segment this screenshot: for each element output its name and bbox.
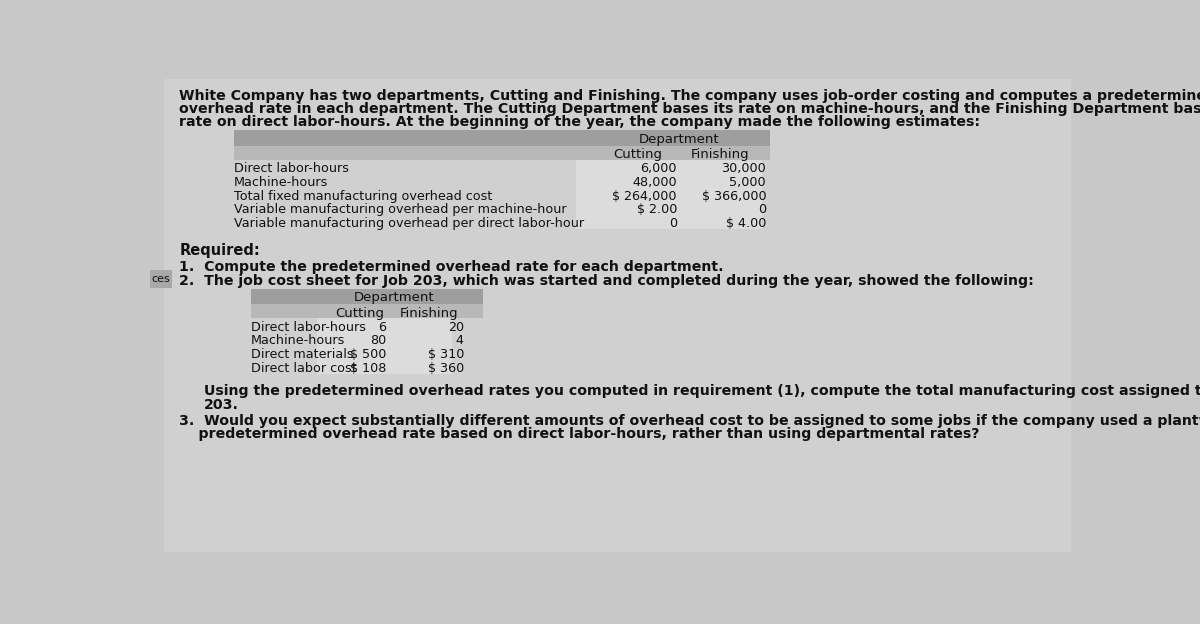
Text: $ 360: $ 360 [427,362,464,375]
Text: 4: 4 [456,334,464,348]
Text: Required:: Required: [180,243,260,258]
Text: Variable manufacturing overhead per machine-hour: Variable manufacturing overhead per mach… [234,203,566,217]
Text: 2.  The job cost sheet for Job 203, which was started and completed during the y: 2. The job cost sheet for Job 203, which… [180,273,1034,288]
Text: Finishing: Finishing [400,306,458,319]
Text: 6: 6 [378,321,386,333]
Text: Finishing: Finishing [690,148,749,161]
Bar [251,289,484,305]
Text: $ 366,000: $ 366,000 [702,190,766,203]
Text: Direct labor-hours: Direct labor-hours [234,162,349,175]
Text: Total fixed manufacturing overhead cost: Total fixed manufacturing overhead cost [234,190,492,203]
Text: Variable manufacturing overhead per direct labor-hour: Variable manufacturing overhead per dire… [234,217,584,230]
Text: ces: ces [151,273,170,283]
Text: 3.  Would you expect substantially different amounts of overhead cost to be assi: 3. Would you expect substantially differ… [180,414,1200,427]
Text: 5,000: 5,000 [730,176,766,188]
Text: $ 108: $ 108 [350,362,386,375]
Text: Using the predetermined overhead rates you computed in requirement (1), compute : Using the predetermined overhead rates y… [204,384,1200,398]
Text: 20: 20 [448,321,464,333]
Text: Direct labor-hours: Direct labor-hours [251,321,366,333]
Bar [576,187,762,201]
Text: 80: 80 [370,334,386,348]
Text: 6,000: 6,000 [641,162,677,175]
Text: overhead rate in each department. The Cutting Department bases its rate on machi: overhead rate in each department. The Cu… [180,102,1200,116]
Bar [576,201,762,215]
Text: Direct labor cost: Direct labor cost [251,362,356,375]
Text: $ 2.00: $ 2.00 [637,203,677,217]
Bar [317,346,452,360]
Bar [576,215,762,229]
Text: 0: 0 [758,203,766,217]
Text: $ 500: $ 500 [350,348,386,361]
Bar [150,270,172,288]
Text: 203.: 203. [204,397,239,411]
Bar [234,146,770,160]
Text: Cutting: Cutting [613,148,662,161]
Bar [317,318,452,332]
Bar [234,130,770,146]
Text: $ 4.00: $ 4.00 [726,217,766,230]
Text: Department: Department [354,291,434,305]
Bar [576,160,762,173]
Bar [251,305,484,318]
Bar [576,173,762,187]
Text: rate on direct labor-hours. At the beginning of the year, the company made the f: rate on direct labor-hours. At the begin… [180,115,980,129]
Text: Machine-hours: Machine-hours [234,176,328,188]
Text: 0: 0 [668,217,677,230]
Text: Machine-hours: Machine-hours [251,334,346,348]
Text: 48,000: 48,000 [632,176,677,188]
Text: White Company has two departments, Cutting and Finishing. The company uses job-o: White Company has two departments, Cutti… [180,89,1200,103]
Text: predetermined overhead rate based on direct labor-hours, rather than using depar: predetermined overhead rate based on dir… [180,427,980,441]
Text: Direct materials: Direct materials [251,348,353,361]
Text: 30,000: 30,000 [721,162,766,175]
Bar [317,332,452,346]
Text: Department: Department [638,133,719,145]
Text: Cutting: Cutting [335,306,384,319]
Bar [317,360,452,374]
Text: 1.  Compute the predetermined overhead rate for each department.: 1. Compute the predetermined overhead ra… [180,260,724,274]
Text: $ 310: $ 310 [427,348,464,361]
Text: $ 264,000: $ 264,000 [612,190,677,203]
